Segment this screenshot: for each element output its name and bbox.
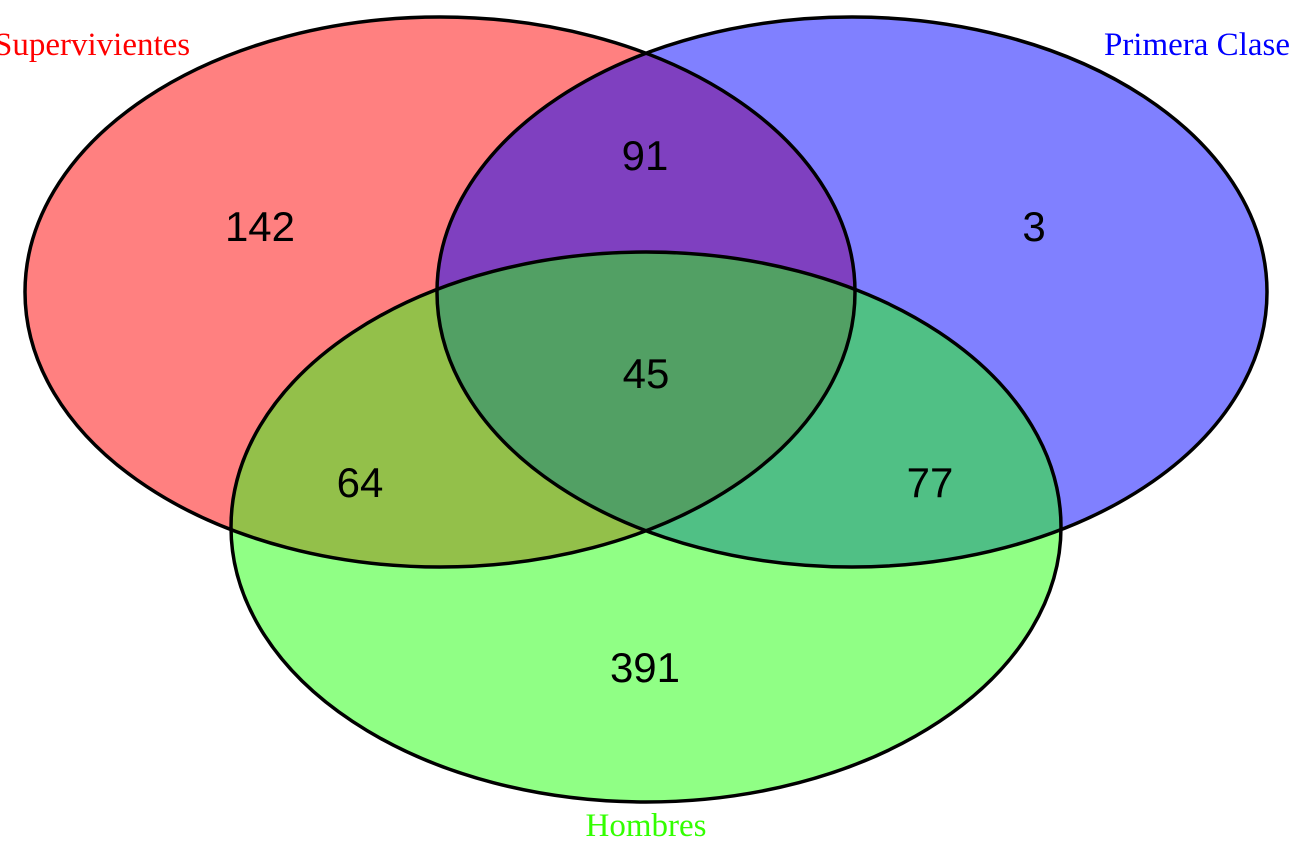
count-supervivientes-primera-clase: 91 <box>622 132 669 179</box>
count-supervivientes-hombres: 64 <box>337 459 384 506</box>
set-primera-clase-outline <box>435 15 1269 569</box>
count-only-supervivientes: 142 <box>225 203 295 250</box>
set-hombres-outline <box>229 250 1063 804</box>
count-primera-clase-hombres: 77 <box>907 459 954 506</box>
label-hombres: Hombres <box>586 808 707 844</box>
set-supervivientes-outline <box>23 15 857 569</box>
count-only-hombres: 391 <box>610 644 680 691</box>
count-only-primera-clase: 3 <box>1022 203 1045 250</box>
count-all-three: 45 <box>623 350 670 397</box>
label-supervivientes: Supervivientes <box>0 27 190 63</box>
label-primera-clase: Primera Clase <box>1104 27 1290 63</box>
